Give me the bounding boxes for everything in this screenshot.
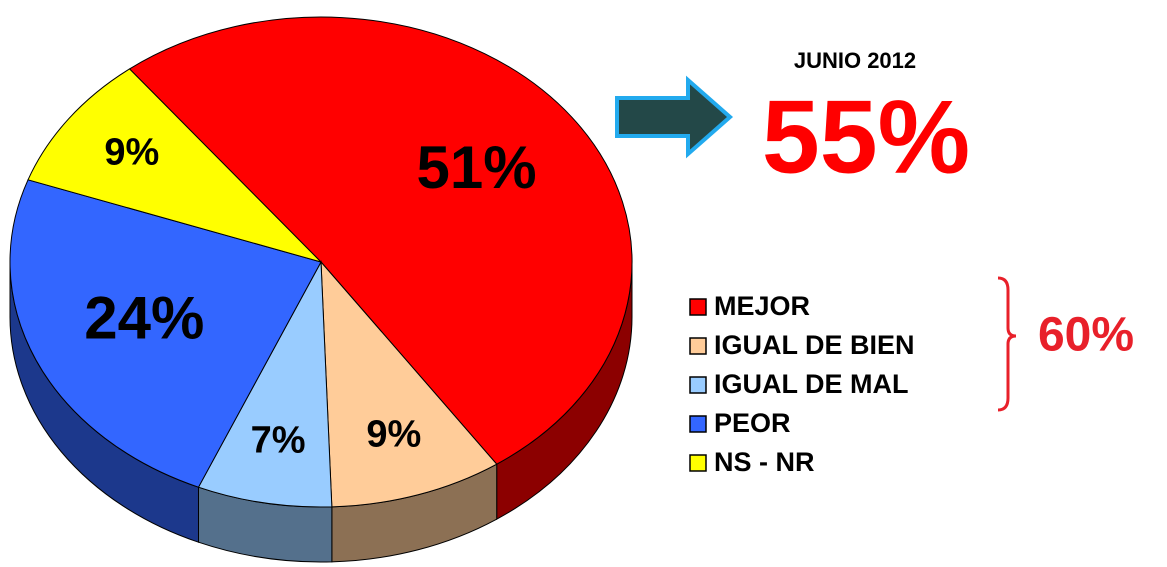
annotation-date: JUNIO 2012: [794, 48, 916, 73]
legend-label: IGUAL DE BIEN: [714, 330, 915, 360]
legend-label: IGUAL DE MAL: [714, 369, 909, 399]
data-label: 9%: [366, 414, 421, 456]
legend-swatch: [689, 298, 707, 316]
legend-label: NS - NR: [714, 447, 815, 477]
pie: 51% 9% 7% 24% 9%: [9, 16, 633, 563]
legend-label: PEOR: [714, 408, 791, 438]
legend-swatch: [689, 376, 707, 394]
legend: MEJOR IGUAL DE BIEN IGUAL DE MAL PEOR NS - N…: [689, 291, 915, 477]
data-label: 9%: [104, 132, 159, 174]
arrow: [615, 75, 734, 159]
pie-slice: [197, 260, 333, 508]
data-label: 24%: [84, 285, 204, 352]
annotation-total: 60%: [1038, 309, 1134, 362]
legend-label: MEJOR: [714, 291, 810, 321]
legend-swatch: [689, 454, 707, 472]
pie-slice: [128, 16, 633, 465]
pie-slice: [27, 68, 323, 263]
annotation-value: 55%: [762, 79, 970, 195]
pie-slice: [320, 260, 498, 508]
bracket: [997, 276, 1017, 412]
pie-slice: [9, 179, 322, 488]
data-label: 7%: [251, 420, 306, 462]
data-label: 51%: [417, 134, 537, 201]
legend-swatch: [689, 337, 707, 355]
legend-swatch: [689, 415, 707, 433]
